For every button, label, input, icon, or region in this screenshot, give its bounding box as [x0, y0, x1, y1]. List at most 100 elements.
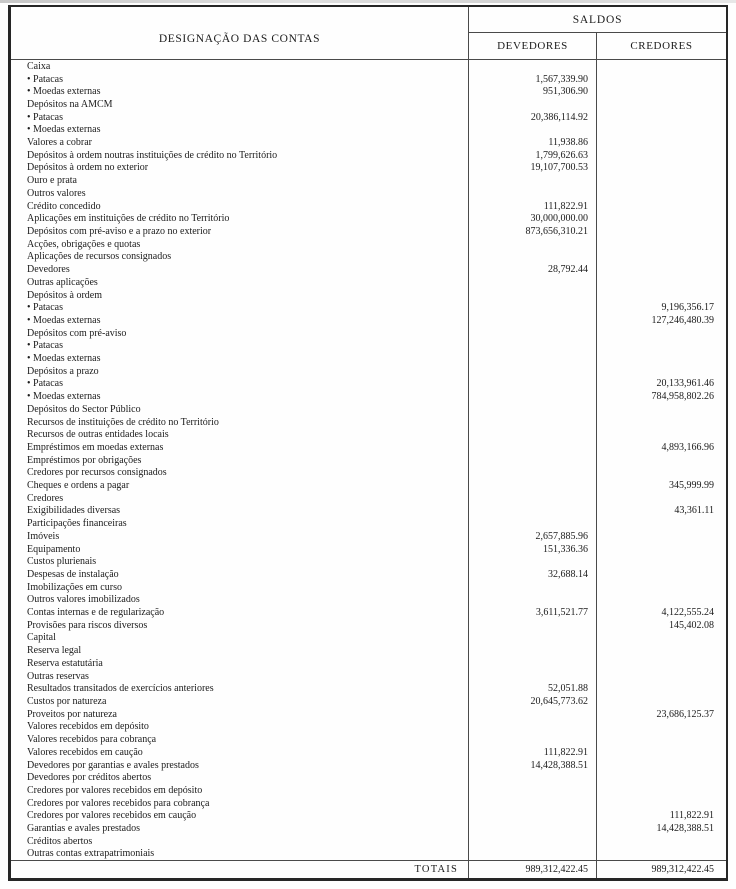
table-row: • Moedas externas: [11, 352, 726, 365]
devedores-value: [469, 491, 597, 505]
devedores-value: [469, 187, 597, 200]
totals-row: TOTAIS 989,312,422.45 989,312,422.45: [11, 860, 726, 878]
account-label: Outras contas extrapatrimoniais: [11, 847, 469, 861]
table-row: Caixa: [11, 60, 726, 73]
credores-value: [597, 149, 726, 162]
account-label: Reserva legal: [11, 644, 469, 658]
account-label: Depósitos do Sector Público: [11, 402, 469, 416]
devedores-value: [469, 644, 597, 658]
table-row: Depósitos à ordem: [11, 288, 726, 302]
account-label: Aplicações de recursos consignados: [11, 250, 469, 264]
account-label: Capital: [11, 631, 469, 645]
credores-value: [597, 784, 726, 797]
table-row: Despesas de instalação 32,688.14: [11, 568, 726, 581]
accounts-balance-table: DESIGNAÇÃO DAS CONTAS SALDOS DEVEDORES C…: [8, 5, 728, 881]
account-label: Devedores por garantias e avales prestad…: [11, 758, 469, 772]
account-label: Depósitos na AMCM: [11, 98, 469, 111]
account-label: Reserva estatutária: [11, 657, 469, 670]
devedores-value: 951,306.90: [469, 85, 597, 99]
table-row: Garantias e avales prestados 14,428,388.5…: [11, 822, 726, 835]
table-row: Credores por recursos consignados: [11, 466, 726, 480]
credores-value: 14,428,388.51: [656, 823, 715, 835]
account-label: Crédito concedido: [11, 199, 469, 213]
table-row: Valores a cobrar 11,938.86: [11, 136, 726, 149]
devedores-value: 111,822.91: [469, 199, 597, 213]
credores-value: [597, 251, 726, 264]
account-label: • Patacas: [11, 110, 469, 124]
table-row: Devedores por créditos abertos: [11, 771, 726, 785]
credores-value: 4,122,555.24: [661, 607, 715, 619]
devedores-value: [469, 60, 597, 73]
table-row: Cheques e ordens a pagar 345,999.99: [11, 479, 726, 492]
table-row: Credores por valores recebidos para cobr…: [11, 796, 726, 810]
account-label: Recursos de instituições de crédito no T…: [11, 415, 469, 429]
table-row: Depósitos do Sector Público: [11, 402, 726, 416]
credores-value: [597, 174, 726, 187]
devedores-value: [469, 339, 597, 353]
devedores-value: 52,051.88: [469, 682, 597, 696]
credores-value: [597, 403, 726, 416]
devedores-value: [469, 771, 597, 785]
accounts-rows: Caixa • Patacas 1,567,339.90 • Moedas exter…: [11, 60, 726, 861]
credores-value: [597, 276, 726, 289]
table-row: Valores recebidos em depósito: [11, 720, 726, 734]
devedores-value: [469, 657, 597, 670]
devedores-column-header: DEVEDORES: [469, 33, 597, 59]
table-row: Ouro e prata: [11, 174, 726, 188]
devedores-value: [469, 326, 597, 340]
credores-value: [597, 517, 726, 530]
devedores-value: [469, 441, 597, 454]
table-row: Participações financeiras: [11, 517, 726, 531]
devedores-value: 20,386,114.92: [469, 110, 597, 124]
credores-value: [597, 365, 726, 378]
devedores-value: [469, 314, 597, 327]
account-label: Despesas de instalação: [11, 568, 469, 581]
devedores-value: [469, 415, 597, 429]
credores-value: [597, 467, 726, 480]
devedores-value: [469, 237, 597, 251]
credores-value: [597, 352, 726, 365]
devedores-value: 20,645,773.62: [469, 695, 597, 708]
account-label: Depósitos a prazo: [11, 364, 469, 378]
account-label: Devedores: [11, 263, 469, 276]
table-row: Equipamento 151,336.36: [11, 542, 726, 556]
table-row: • Moedas externas: [11, 123, 726, 137]
account-label: Imobilizações em curso: [11, 580, 469, 594]
account-label: Credores por valores recebidos em depósi…: [11, 784, 469, 797]
credores-value: 43,361.11: [674, 505, 714, 517]
devedores-value: [469, 733, 597, 746]
account-label: Outros valores imobilizados: [11, 593, 469, 607]
devedores-value: [469, 834, 597, 848]
account-label: Provisões para riscos diversos: [11, 618, 469, 632]
table-row: Depósitos à ordem noutras instituições d…: [11, 148, 726, 162]
devedores-value: [469, 796, 597, 810]
account-label: Credores por recursos consignados: [11, 466, 469, 480]
devedores-value: [469, 364, 597, 378]
table-row: Contas internas e de regularização 3,611,…: [11, 606, 726, 619]
devedores-value: 1,567,339.90: [469, 72, 597, 86]
credores-value: 4,893,166.96: [661, 441, 715, 453]
credores-value: [597, 835, 726, 848]
credores-value: [597, 759, 726, 772]
credores-value: 145,402.08: [669, 619, 714, 631]
saldos-header: SALDOS: [469, 7, 726, 33]
credores-value: [597, 111, 726, 124]
devedores-value: [469, 301, 597, 315]
table-row: Depósitos à ordem no exterior 19,107,700.…: [11, 161, 726, 175]
account-label: Outros valores: [11, 187, 469, 200]
account-label: • Moedas externas: [11, 314, 469, 327]
credores-value: [597, 733, 726, 746]
credores-value: 23,686,125.37: [656, 708, 715, 720]
devedores-value: [469, 98, 597, 111]
credores-value: [597, 632, 726, 645]
account-label: Valores recebidos em caução: [11, 745, 469, 759]
account-label: Depósitos à ordem: [11, 288, 469, 302]
devedores-value: [469, 631, 597, 645]
credores-value: 127,246,480.39: [651, 314, 715, 326]
account-label: Proveitos por natureza: [11, 707, 469, 721]
table-row: Exigibilidades diversas 43,361.11: [11, 504, 726, 518]
table-row: Outros valores imobilizados: [11, 593, 726, 607]
table-row: Provisões para riscos diversos 145,402.08: [11, 618, 726, 632]
credores-value: [597, 543, 726, 556]
totals-label: TOTAIS: [11, 861, 469, 878]
